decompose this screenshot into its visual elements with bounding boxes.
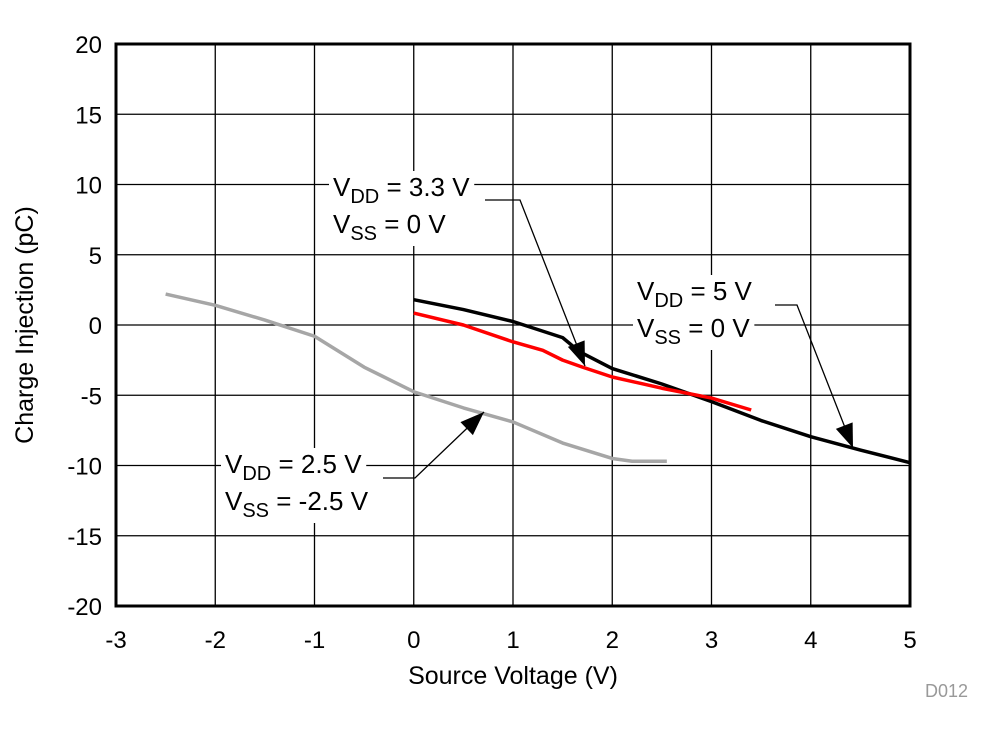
variable-symbol: V (637, 313, 655, 343)
x-axis-label: Source Voltage (V) (408, 662, 618, 690)
y-axis-label: Charge Injection (pC) (11, 206, 39, 444)
subscript: DD (654, 290, 683, 312)
x-tick-label: 4 (804, 627, 817, 654)
arrowhead-icon (567, 340, 585, 366)
y-tick-label: 15 (75, 102, 102, 129)
label-background (633, 275, 757, 313)
subscript: SS (242, 500, 269, 522)
variable-symbol: V (333, 209, 351, 239)
subscript: SS (350, 223, 377, 245)
x-tick-label: -1 (304, 627, 325, 654)
value-text: = 5 V (683, 276, 752, 306)
y-tick-label: 5 (89, 243, 102, 270)
label-background (329, 208, 451, 246)
value-text: = 0 V (377, 209, 446, 239)
x-tick-label: 2 (606, 627, 619, 654)
label-background (221, 448, 367, 486)
y-tick-label: 0 (89, 313, 102, 340)
series-line-2 (165, 292, 667, 464)
label-background (633, 312, 755, 350)
annotation-label-line2: VSS = 0 V (637, 313, 750, 349)
value-text: = 2.5 V (271, 449, 362, 479)
y-tick-label: -15 (67, 524, 102, 551)
annotation-leader (485, 199, 586, 367)
annotation-label-line1: VDD = 2.5 V (225, 449, 362, 485)
subscript: SS (654, 327, 681, 349)
annotation-label-line1: VDD = 3.3 V (333, 172, 470, 208)
variable-symbol: V (333, 172, 351, 202)
annotation-label-line1: VDD = 5 V (637, 276, 753, 312)
y-tick-label: 10 (75, 173, 102, 200)
x-tick-label: 0 (407, 627, 420, 654)
y-tick-label: -5 (81, 383, 102, 410)
x-tick-label: 3 (705, 627, 718, 654)
subscript: DD (350, 186, 379, 208)
series-group (165, 292, 911, 465)
y-tick-label: 20 (75, 32, 102, 59)
x-tick-label: 1 (506, 627, 519, 654)
x-tick-label: -3 (105, 627, 126, 654)
x-tick-label: 5 (903, 627, 916, 654)
variable-symbol: V (225, 486, 243, 516)
arrowhead-icon (835, 422, 853, 448)
footnote: D012 (925, 681, 968, 701)
value-text: = -2.5 V (269, 486, 369, 516)
y-tick-label: -20 (67, 594, 102, 621)
annotation-label-line2: VSS = -2.5 V (225, 486, 369, 522)
annotation-label-line2: VSS = 0 V (333, 209, 446, 245)
value-text: = 0 V (681, 313, 750, 343)
series-line-0 (413, 297, 911, 465)
variable-symbol: V (225, 449, 243, 479)
label-background (221, 485, 373, 523)
x-tick-label: -2 (205, 627, 226, 654)
annotation-leader (775, 304, 854, 449)
value-text: = 3.3 V (379, 172, 470, 202)
annotation-leader (383, 411, 485, 479)
variable-symbol: V (637, 276, 655, 306)
series-line-1 (413, 311, 752, 412)
subscript: DD (242, 463, 271, 485)
label-background (329, 171, 475, 209)
plot-frame (114, 42, 912, 608)
arrowhead-icon (460, 412, 484, 436)
y-tick-label: -10 (67, 454, 102, 481)
